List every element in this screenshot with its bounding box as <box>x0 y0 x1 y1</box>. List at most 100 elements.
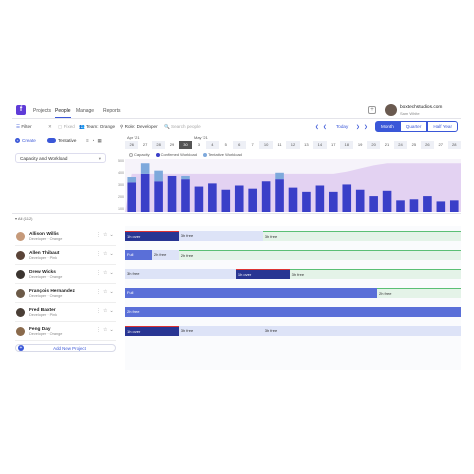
next-icon-2[interactable]: ❯ <box>364 123 368 129</box>
date-cell[interactable]: 17 <box>331 142 336 147</box>
month-label-may: May '21 <box>194 135 208 140</box>
allocation-bar[interactable]: 1h over <box>125 231 179 241</box>
person-row[interactable]: Allen Thibaut Developer · Pink <box>16 247 59 263</box>
date-cell[interactable]: 13 <box>304 142 309 147</box>
date-cell[interactable]: 14 <box>313 141 327 149</box>
today-button[interactable]: Today <box>336 124 349 129</box>
allocation-bar[interactable]: 3h free <box>125 269 236 279</box>
allocation-bar[interactable]: 3h free <box>262 326 461 336</box>
allocation-bar[interactable]: Full <box>125 288 377 298</box>
row-actions-icon[interactable]: ⋮☆⌄ <box>96 251 116 257</box>
role-filter[interactable]: ⚲ Role: Developer <box>120 123 158 130</box>
create-button[interactable]: + Create <box>15 138 36 143</box>
section-header[interactable]: ▾ All (112) <box>15 216 33 221</box>
date-cell[interactable]: 25 <box>411 142 417 147</box>
date-cell[interactable]: 28 <box>447 141 461 149</box>
nav-people[interactable]: People <box>55 108 71 118</box>
confirmed-bar <box>261 181 271 212</box>
allocation-bar[interactable]: 3h free <box>178 326 263 336</box>
nav-manage[interactable]: Manage <box>76 108 95 114</box>
date-cell[interactable]: 27 <box>142 142 148 147</box>
confirmed-bar <box>288 187 298 212</box>
allocation-bar[interactable]: 3h free <box>289 269 461 279</box>
date-cell[interactable]: 30 <box>178 141 193 149</box>
prev-icon[interactable]: ❮ <box>315 123 319 129</box>
person-row[interactable]: Fred Baxter Developer · Pink <box>16 304 57 320</box>
confirmed-bar <box>436 201 446 212</box>
chart-legend: Capacity Confirmed Workload Tentative Wo… <box>129 152 242 157</box>
y-tick-label: 200 <box>118 195 124 199</box>
allocation-bar[interactable]: 2h free <box>151 250 179 260</box>
confirmed-bar <box>127 182 137 212</box>
date-cell[interactable]: 19 <box>357 142 363 147</box>
date-cell[interactable]: 29 <box>169 142 175 147</box>
date-cell[interactable]: 18 <box>340 141 354 149</box>
confirmed-bar <box>167 175 177 212</box>
date-cell[interactable]: 5 <box>224 142 227 147</box>
date-cell[interactable]: 10 <box>259 141 273 149</box>
nav-projects[interactable]: Projects <box>33 108 52 114</box>
date-cell[interactable]: 4 <box>205 141 220 149</box>
date-cell[interactable]: 21 <box>384 142 390 147</box>
allocation-bar[interactable]: 2h free <box>178 250 461 260</box>
date-cell[interactable]: 7 <box>251 142 254 147</box>
date-cell[interactable]: 20 <box>366 141 381 149</box>
confirmed-bar <box>208 183 217 212</box>
search-input[interactable]: 🔍 Search people <box>164 123 201 130</box>
fixed-toggle[interactable]: ▢ Fixed <box>58 123 75 130</box>
view-half-year[interactable]: Half Year <box>427 121 459 132</box>
avatar <box>16 269 25 279</box>
row-divider <box>15 264 116 265</box>
row-actions-icon[interactable]: ⋮☆⌄ <box>96 270 116 276</box>
allocation-bar[interactable]: 1h over <box>125 326 179 336</box>
date-cell[interactable]: 26 <box>125 141 139 149</box>
date-cell[interactable]: 12 <box>286 141 300 149</box>
allocation-bar[interactable]: 2h free <box>125 307 461 317</box>
confirmed-bar <box>315 185 325 212</box>
team-filter[interactable]: 👥 Team: Orange <box>79 123 116 130</box>
date-cell[interactable]: 26 <box>420 141 435 149</box>
avatar[interactable] <box>385 104 397 116</box>
avatar <box>16 288 25 298</box>
person-name: Allen Thibaut <box>29 250 60 256</box>
person-role: Developer · Orange <box>29 236 63 241</box>
nav-reports[interactable]: Reports <box>103 108 121 114</box>
person-name: Fred Baxter <box>29 307 56 313</box>
date-cell[interactable]: 27 <box>438 142 443 147</box>
confirmed-bar <box>342 184 352 212</box>
view-month[interactable]: Month <box>375 121 400 132</box>
workload-select[interactable]: Capacity and Workload ▾ <box>15 153 106 163</box>
person-role: Developer · Pink <box>29 255 58 260</box>
person-row[interactable]: François Hernandez Developer · Orange <box>16 285 75 301</box>
allocation-bar[interactable]: 2h free <box>377 288 461 298</box>
y-tick-label: 100 <box>118 207 124 211</box>
add-project-button[interactable]: + Add New Project <box>15 344 116 352</box>
filter-button[interactable]: ☰ Filter <box>16 123 32 130</box>
person-row[interactable]: Feng Day Developer · Orange <box>16 323 62 339</box>
prev-icon-2[interactable]: ❮ <box>323 123 327 129</box>
row-actions-icon[interactable]: ⋮☆⌄ <box>96 327 116 333</box>
date-cell[interactable]: 3 <box>197 142 201 147</box>
add-icon[interactable]: + <box>368 106 376 114</box>
date-cell[interactable]: 6 <box>232 141 246 149</box>
row-actions-icon[interactable]: ⋮☆⌄ <box>96 232 116 238</box>
close-icon[interactable]: ✕ <box>48 123 52 129</box>
date-cell[interactable]: 28 <box>151 141 166 149</box>
view-quarter[interactable]: Quarter <box>399 121 428 132</box>
allocation-bar[interactable]: 3h free <box>262 231 461 241</box>
person-row[interactable]: Drew Wicks Developer · Orange <box>16 266 62 282</box>
person-row[interactable]: Allison Willis Developer · Orange <box>16 228 62 244</box>
row-actions-icon[interactable]: ⋮☆⌄ <box>96 308 116 314</box>
person-role: Developer · Orange <box>29 274 63 279</box>
tentative-bar <box>127 177 137 183</box>
date-cell[interactable]: 24 <box>393 141 408 149</box>
tentative-toggle[interactable]: Tentative <box>47 138 76 143</box>
allocation-bar[interactable]: Full <box>125 250 152 260</box>
view-icons[interactable]: ≡◔▦ <box>86 138 105 143</box>
app-logo[interactable]: f <box>16 105 26 115</box>
allocation-bar[interactable]: 3h free <box>178 231 263 241</box>
next-icon[interactable]: ❯ <box>356 123 360 129</box>
row-actions-icon[interactable]: ⋮☆⌄ <box>96 289 116 295</box>
allocation-bar[interactable]: 1h over <box>235 269 290 279</box>
date-cell[interactable]: 11 <box>277 142 282 147</box>
